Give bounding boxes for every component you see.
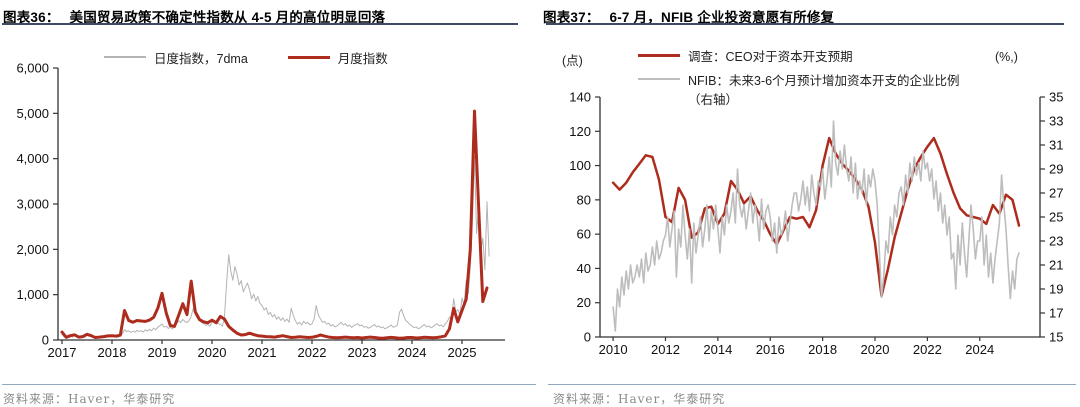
right-axis-tick-label: 35 — [1049, 90, 1063, 105]
nfib-chart-canvas: 0 20 40 60 80 100 120 140 15 17 19 21 23 25 27 29 31 33 35… — [569, 90, 1063, 358]
x-axis-tick-label: 2020 — [198, 345, 227, 360]
right-axis-unit-label: (%,) — [995, 50, 1018, 64]
figure-36-legend: 日度指数，7dma 月度指数 — [104, 48, 388, 67]
left-axis-tick-label: 4,000 — [16, 151, 49, 166]
title-underline — [546, 23, 1064, 25]
right-axis-tick-label: 31 — [1049, 138, 1063, 153]
series-line-left — [60, 109, 489, 340]
daily-index-line-swatch — [104, 56, 146, 58]
figure-37-title: 图表37： 6-7 月，NFIB 企业投资意愿有所修复 — [543, 6, 1058, 26]
right-axis-tick-label: 27 — [1049, 186, 1063, 201]
right-axis-tick-label: 19 — [1049, 282, 1063, 297]
series-line-left — [61, 155, 490, 339]
ceo-survey-line-swatch — [638, 54, 680, 57]
right-axis-tick-label: 15 — [1049, 330, 1063, 345]
figure-37-title-text: 6-7 月，NFIB 企业投资意愿有所修复 — [609, 10, 835, 25]
right-axis-tick-label: 33 — [1049, 114, 1063, 129]
x-axis-tick-label: 2021 — [248, 345, 277, 360]
x-axis-tick-label: 2018 — [808, 342, 837, 357]
right-axis-tick-label: 23 — [1049, 234, 1063, 249]
right-axis-tick-label: 17 — [1049, 306, 1063, 321]
left-axis-tick-label: 80 — [577, 192, 591, 207]
figure-37-source: 资料来源：Haver，华泰研究 — [553, 392, 726, 406]
ceo-survey-legend-label: 调查：CEO对于资本开支预期 — [688, 50, 853, 64]
legend-item-daily-index: 日度指数，7dma — [104, 48, 248, 67]
figure-37-legend: 调查：CEO对于资本开支预期 NFIB：未来3-6个月预计增加资本开支的企业比例… — [638, 46, 960, 108]
x-axis-tick-label: 2024 — [965, 342, 994, 357]
series-line-left — [611, 136, 1021, 298]
legend-item-monthly-index: 月度指数 — [287, 48, 388, 67]
left-axis-tick-label: 120 — [569, 124, 591, 139]
source-divider — [2, 384, 536, 385]
x-axis-tick-label: 2010 — [599, 342, 628, 357]
right-axis-tick-label: 21 — [1049, 258, 1063, 273]
monthly-index-line-swatch — [287, 56, 330, 59]
right-axis-tick-label: 25 — [1049, 210, 1063, 225]
legend-item-ceo-survey: 调查：CEO对于资本开支预期 — [638, 46, 960, 65]
left-axis-tick-label: 40 — [577, 261, 591, 276]
tpu-chart-canvas: 0 1,000 2,000 3,000 4,000 5,000 6,000 2017 2018 2… — [16, 61, 505, 360]
left-axis-tick-label: 140 — [569, 90, 591, 105]
left-axis-tick-label: 6,000 — [16, 61, 49, 76]
left-axis-tick-label: 2,000 — [16, 242, 49, 257]
left-axis-tick-label: 0 — [584, 330, 591, 345]
left-axis-tick-label: 5,000 — [16, 106, 49, 121]
figure-36-title: 图表36： 美国贸易政策不确定性指数从 4-5 月的高位明显回落 — [3, 6, 518, 26]
x-axis-tick-label: 2023 — [348, 345, 377, 360]
left-axis-tick-label: 60 — [577, 227, 591, 242]
left-axis-tick-label: 100 — [569, 158, 591, 173]
x-axis-tick-label: 2012 — [651, 342, 680, 357]
title-underline — [2, 23, 518, 25]
figure-37-panel: 图表37： 6-7 月，NFIB 企业投资意愿有所修复 (点) (%,) 调查：C… — [540, 0, 1080, 407]
x-axis-tick-label: 2017 — [48, 345, 77, 360]
figure-36-label: 图表36： — [3, 10, 60, 25]
left-axis-tick-label: 20 — [577, 295, 591, 310]
left-axis-tick-label: 0 — [42, 333, 49, 348]
figure-36-panel: 图表36： 美国贸易政策不确定性指数从 4-5 月的高位明显回落 日度指数，7dm… — [2, 6, 536, 406]
source-divider — [548, 384, 1076, 385]
legend-item-nfib: NFIB：未来3-6个月预计增加资本开支的企业比例 （右轴） — [638, 70, 960, 108]
series-line-right — [612, 120, 1020, 332]
monthly-index-legend-label: 月度指数 — [337, 52, 388, 66]
x-axis-tick-label: 2018 — [98, 345, 127, 360]
nfib-legend-label: NFIB：未来3-6个月预计增加资本开支的企业比例 （右轴） — [688, 74, 960, 107]
left-axis-tick-label: 3,000 — [16, 197, 49, 212]
nfib-line-swatch — [638, 78, 680, 80]
right-axis-tick-label: 29 — [1049, 162, 1063, 177]
figure-36-source: 资料来源：Haver，华泰研究 — [3, 392, 176, 406]
left-axis-tick-label: 1,000 — [16, 287, 49, 302]
x-axis-tick-label: 2022 — [913, 342, 942, 357]
x-axis-tick-label: 2016 — [756, 342, 785, 357]
figure-36-title-text: 美国贸易政策不确定性指数从 4-5 月的高位明显回落 — [69, 10, 386, 25]
x-axis-tick-label: 2020 — [861, 342, 890, 357]
left-axis-unit-label: (点) — [562, 54, 583, 68]
figure-37-label: 图表37： — [543, 10, 600, 25]
x-axis-tick-label: 2019 — [148, 345, 177, 360]
x-axis-tick-label: 2025 — [448, 345, 477, 360]
x-axis-tick-label: 2014 — [703, 342, 732, 357]
x-axis-tick-label: 2024 — [398, 345, 427, 360]
daily-index-legend-label: 日度指数，7dma — [154, 52, 248, 66]
x-axis-tick-label: 2022 — [298, 345, 327, 360]
